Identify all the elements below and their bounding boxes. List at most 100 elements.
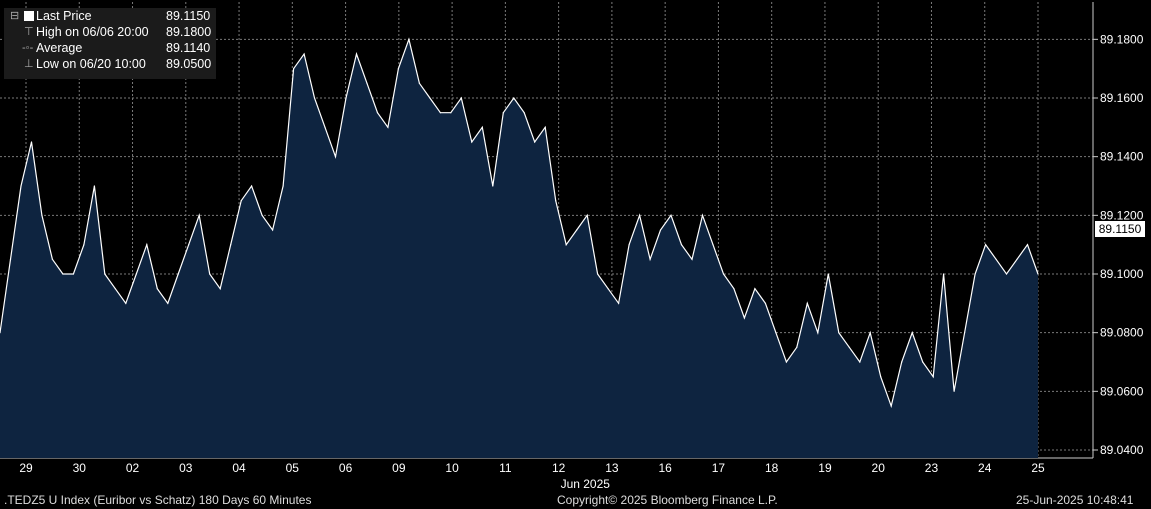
data-point xyxy=(953,390,955,392)
data-point xyxy=(1037,273,1039,275)
low-marker-icon: ⊥ xyxy=(24,58,34,70)
data-point xyxy=(261,214,263,216)
data-point xyxy=(72,273,74,275)
x-tick-label: 11 xyxy=(499,461,512,475)
data-point xyxy=(670,214,672,216)
data-point xyxy=(534,141,536,143)
data-point xyxy=(859,361,861,363)
data-point xyxy=(334,156,337,158)
data-point xyxy=(565,244,567,246)
footer-index-label: .TEDZ5 U Index (Euribor vs Schatz) 180 D… xyxy=(4,493,312,507)
data-point xyxy=(355,53,358,55)
data-point xyxy=(167,302,169,304)
series-area xyxy=(0,39,1038,459)
data-point xyxy=(209,273,211,275)
data-point xyxy=(659,229,662,231)
data-point xyxy=(743,317,746,319)
data-point xyxy=(890,405,892,407)
data-point xyxy=(586,214,588,216)
legend-low-value: 89.0500 xyxy=(166,57,212,71)
legend-average-label: Average xyxy=(36,41,83,55)
data-point xyxy=(62,273,64,275)
data-point xyxy=(985,244,987,246)
data-point xyxy=(932,376,934,378)
data-point xyxy=(387,126,389,128)
data-point xyxy=(576,229,578,231)
legend-row-average: -◦- Average 89.1140 xyxy=(4,40,216,56)
data-point xyxy=(901,361,903,363)
data-point xyxy=(114,288,116,290)
data-point xyxy=(639,214,641,216)
data-point xyxy=(439,112,441,114)
y-tick-label: 89.0400 xyxy=(1100,443,1144,457)
legend-low-label: Low on 06/20 10:00 xyxy=(36,57,146,71)
data-point xyxy=(0,332,1,334)
x-tick-label: 12 xyxy=(552,461,566,475)
footer-timestamp: 25-Jun-2025 10:48:41 xyxy=(1016,493,1134,507)
data-point xyxy=(502,112,504,114)
legend-high-label: High on 06/06 20:00 xyxy=(36,25,149,39)
data-point xyxy=(628,244,630,246)
data-point xyxy=(135,273,137,275)
data-point xyxy=(796,346,798,348)
x-tick-label: 24 xyxy=(978,461,992,475)
data-point xyxy=(922,361,924,363)
high-marker-icon: ⊤ xyxy=(24,26,34,38)
data-point xyxy=(523,112,525,114)
x-tick-label: 29 xyxy=(19,461,33,475)
x-tick-label: 02 xyxy=(126,461,140,475)
data-point xyxy=(764,302,767,304)
footer-copyright: Copyright© 2025 Bloomberg Finance L.P. xyxy=(557,493,778,507)
data-point xyxy=(93,185,95,187)
collapse-icon[interactable]: ⊟ xyxy=(10,10,20,22)
data-point xyxy=(9,258,12,260)
data-point xyxy=(880,376,882,378)
data-point xyxy=(701,214,704,216)
data-point xyxy=(607,288,609,290)
x-tick-label: 04 xyxy=(232,461,246,475)
data-point xyxy=(366,82,368,84)
y-tick-label: 89.1400 xyxy=(1100,150,1144,164)
data-point xyxy=(555,200,557,202)
data-point xyxy=(230,244,232,246)
legend-average-value: 89.1140 xyxy=(166,41,211,55)
x-tick-label: 23 xyxy=(925,461,939,475)
data-point xyxy=(733,288,735,290)
data-point xyxy=(146,244,148,246)
data-point xyxy=(198,214,200,216)
x-tick-label: 05 xyxy=(286,461,300,475)
legend-high-value: 89.1800 xyxy=(166,25,212,39)
data-point xyxy=(376,112,379,114)
data-point xyxy=(104,273,106,275)
data-point xyxy=(754,288,756,290)
data-point xyxy=(282,185,284,187)
data-point xyxy=(712,244,714,246)
data-point xyxy=(471,141,473,143)
data-point xyxy=(827,273,829,275)
data-point xyxy=(995,258,997,260)
data-point xyxy=(722,273,725,275)
data-point xyxy=(680,244,683,246)
legend-row-high: ⊤ High on 06/06 20:00 89.1800 xyxy=(4,24,216,40)
data-point xyxy=(30,141,33,143)
data-point xyxy=(41,214,43,216)
last-price-tag: 89.1150 xyxy=(1095,221,1145,237)
x-tick-label: 20 xyxy=(872,461,886,475)
y-tick-label: 89.1000 xyxy=(1100,267,1144,281)
data-point xyxy=(303,53,305,55)
data-point xyxy=(272,229,274,231)
data-point xyxy=(513,97,515,99)
x-tick-label: 03 xyxy=(179,461,193,475)
x-axis-sublabel: Jun 2025 xyxy=(561,477,611,491)
y-tick-label: 89.1800 xyxy=(1100,32,1144,46)
x-tick-label: 09 xyxy=(392,461,406,475)
data-point xyxy=(848,346,850,348)
data-point xyxy=(125,302,127,304)
data-point xyxy=(313,97,316,99)
series-line xyxy=(0,37,1039,409)
x-tick-label: 18 xyxy=(765,461,779,475)
x-tick-label: 06 xyxy=(339,461,353,475)
legend-row-last: ⊟ Last Price 89.1150 xyxy=(4,8,216,24)
data-point xyxy=(83,244,85,246)
data-point xyxy=(785,361,788,363)
